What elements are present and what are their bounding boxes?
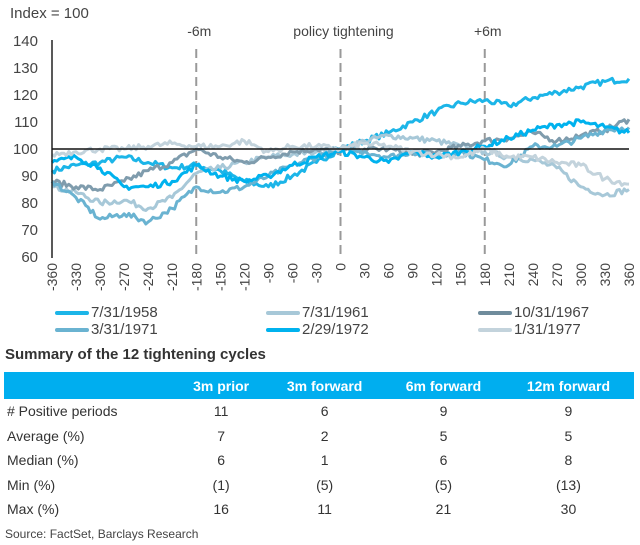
- annotation-label: policy tightening: [293, 23, 393, 39]
- legend-swatch: [478, 310, 512, 315]
- summary-table: 3m prior 3m forward 6m forward 12m forwa…: [4, 372, 634, 522]
- table-header-cell: 6m forward: [384, 372, 503, 399]
- legend-item: 10/31/1967: [478, 304, 589, 321]
- summary-title: Summary of the 12 tightening cycles: [5, 346, 266, 363]
- x-tick-label: 90: [405, 263, 421, 279]
- legend-item: 1/31/1977: [478, 321, 581, 338]
- table-cell: (5): [316, 476, 334, 493]
- table-cell: 7: [217, 427, 225, 444]
- table-cell: (1): [212, 476, 230, 493]
- table-cell: 11: [317, 501, 332, 518]
- legend-label: 2/29/1972: [302, 321, 369, 338]
- y-tick-label: 130: [13, 60, 38, 77]
- table-cell: 6: [439, 452, 448, 469]
- table-cell: (5): [434, 476, 453, 493]
- legend: 7/31/1958 7/31/1961 10/31/1967 3/31/1971…: [0, 304, 640, 344]
- y-tick-label: 140: [13, 33, 38, 50]
- table-cell: 1: [320, 452, 329, 469]
- table-cell: 16: [213, 501, 229, 518]
- row-label: Max (%): [7, 501, 60, 518]
- table-header-cell: 3m prior: [177, 372, 266, 399]
- annotation-label: +6m: [474, 23, 502, 39]
- x-tick-label: -300: [92, 263, 108, 291]
- x-tick-label: -360: [44, 263, 60, 291]
- annotation-label: -6m: [187, 23, 211, 39]
- table-cell: 5: [439, 427, 448, 444]
- table-row: Max (%) 16 11 21 30: [4, 497, 634, 522]
- row-label: Min (%): [7, 476, 56, 493]
- legend-swatch: [55, 310, 89, 315]
- x-tick-label: -30: [308, 263, 324, 283]
- x-tick-label: 0: [333, 263, 349, 271]
- row-label: # Positive periods: [7, 403, 118, 420]
- x-tick-label: -60: [284, 263, 300, 283]
- table-cell: 9: [564, 403, 573, 420]
- table-cell: 9: [439, 403, 448, 420]
- legend-item: 7/31/1958: [55, 304, 158, 321]
- legend-label: 7/31/1961: [302, 304, 369, 321]
- x-tick-label: -90: [260, 263, 276, 283]
- y-tick-label: 110: [14, 114, 38, 131]
- table-row: Average (%) 7 2 5 5: [4, 424, 634, 449]
- x-tick-label: 180: [477, 263, 493, 287]
- table-header-cell: 3m forward: [265, 372, 385, 399]
- x-tick-label: -120: [236, 263, 252, 291]
- table-cell: 11: [213, 403, 229, 420]
- x-tick-label: -240: [140, 263, 156, 291]
- legend-swatch: [266, 327, 300, 332]
- series-line-2-29-1972: [51, 118, 631, 191]
- table-cell: (13): [555, 476, 581, 493]
- x-tick-label: -210: [164, 263, 180, 291]
- legend-swatch: [266, 310, 300, 315]
- x-tick-label: 330: [597, 263, 613, 287]
- legend-item: 2/29/1972: [266, 321, 369, 338]
- x-tick-label: -180: [188, 263, 204, 291]
- table-header-cell: [4, 372, 177, 399]
- table-row: Min (%) (1) (5) (5) (13): [4, 473, 634, 498]
- source-note: Source: FactSet, Barclays Research: [5, 527, 199, 541]
- x-tick-label: 360: [621, 263, 637, 287]
- table-row: Median (%) 6 1 6 8: [4, 448, 634, 473]
- table-cell: 30: [560, 501, 577, 518]
- y-axis-title: Index = 100: [10, 5, 89, 22]
- legend-swatch: [55, 327, 89, 332]
- table-cell: 6: [217, 452, 225, 469]
- x-tick-label: 60: [381, 263, 397, 279]
- y-tick-label: 60: [21, 249, 38, 266]
- table-cell: 5: [564, 427, 573, 444]
- table-cell: 2: [320, 427, 329, 444]
- x-tick-label: 270: [549, 263, 565, 287]
- x-tick-label: 120: [429, 263, 445, 287]
- x-tick-label: 150: [453, 263, 469, 287]
- row-label: Median (%): [7, 452, 79, 469]
- table-header-row: 3m prior 3m forward 6m forward 12m forwa…: [4, 372, 634, 399]
- line-chart: Index = 100 60 70 80 90 100 110 120 130 140 -360…: [10, 5, 637, 291]
- table-header-cell: 12m forward: [502, 372, 634, 399]
- legend-label: 10/31/1967: [514, 304, 590, 321]
- y-tick-label: 80: [21, 195, 38, 212]
- legend-item: 7/31/1961: [266, 304, 369, 321]
- y-tick-label: 120: [13, 87, 38, 104]
- table-cell: 8: [564, 452, 573, 469]
- legend-swatch: [478, 327, 512, 332]
- x-tick-label: -150: [212, 263, 228, 291]
- table-row: # Positive periods 11 6 9 9: [4, 399, 634, 424]
- x-tick-label: 240: [525, 263, 541, 287]
- legend-label: 7/31/1958: [91, 304, 158, 321]
- table-cell: 6: [320, 403, 329, 420]
- y-tick-label: 90: [21, 168, 38, 185]
- legend-item: 3/31/1971: [55, 321, 158, 338]
- x-tick-label: 210: [501, 263, 517, 287]
- x-tick-label: -270: [116, 263, 132, 291]
- y-tick-label: 100: [13, 141, 38, 158]
- table-cell: 21: [435, 501, 452, 518]
- x-tick-label: 30: [357, 263, 373, 279]
- legend-label: 1/31/1977: [514, 321, 581, 338]
- legend-label: 3/31/1971: [91, 321, 158, 338]
- x-tick-label: 300: [573, 263, 589, 287]
- row-label: Average (%): [7, 427, 85, 444]
- x-tick-label: -330: [68, 263, 84, 291]
- y-tick-label: 70: [21, 222, 38, 239]
